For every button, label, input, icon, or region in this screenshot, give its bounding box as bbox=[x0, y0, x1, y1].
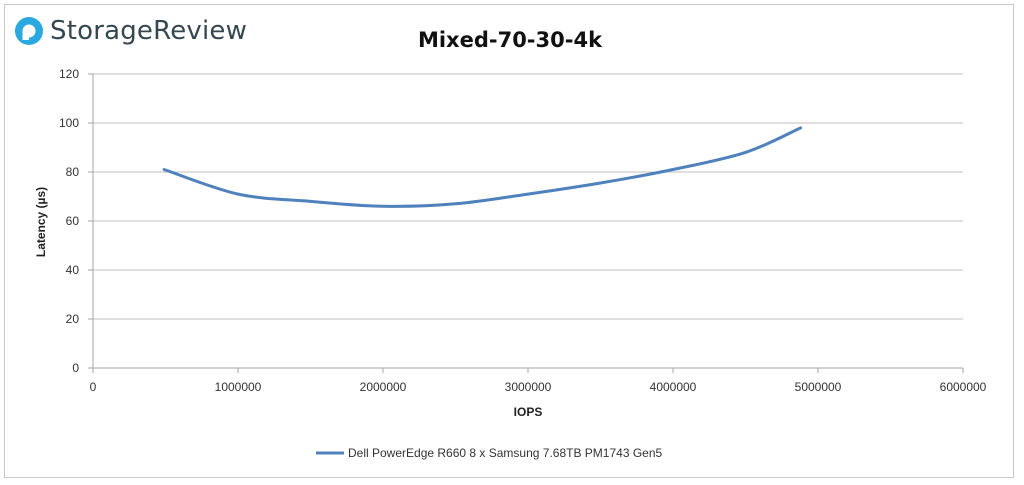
series-group bbox=[162, 126, 803, 208]
legend-label: Dell PowerEdge R660 8 x Samsung 7.68TB P… bbox=[348, 446, 663, 460]
y-tick-label: 100 bbox=[59, 116, 79, 130]
y-tick-label: 0 bbox=[72, 361, 79, 375]
x-tick-label: 5000000 bbox=[795, 380, 842, 394]
x-tick-label: 6000000 bbox=[940, 380, 987, 394]
y-tick-label: 80 bbox=[66, 165, 80, 179]
chart-title: Mixed-70-30-4k bbox=[418, 28, 603, 52]
series-line-0 bbox=[162, 126, 803, 208]
y-tick-label: 40 bbox=[66, 263, 80, 277]
x-axis-ticks: 0 1000000 2000000 3000000 4000000 5000000 6000… bbox=[90, 380, 987, 394]
x-tick-label: 1000000 bbox=[215, 380, 262, 394]
brand-logo: StorageReview bbox=[14, 13, 247, 49]
legend: Dell PowerEdge R660 8 x Samsung 7.68TB P… bbox=[316, 446, 663, 460]
x-tick-label: 4000000 bbox=[650, 380, 697, 394]
x-tick-label: 2000000 bbox=[360, 380, 407, 394]
y-axis-ticks: 0 20 40 60 80 100 120 bbox=[59, 67, 79, 375]
y-tick-label: 120 bbox=[59, 67, 79, 81]
x-tick-label: 0 bbox=[90, 380, 97, 394]
grid-lines bbox=[88, 73, 964, 373]
chart-frame bbox=[4, 4, 1014, 478]
storagereview-logo-icon bbox=[15, 17, 43, 45]
y-axis-title: Latency (µs) bbox=[34, 187, 48, 257]
x-tick-label: 3000000 bbox=[505, 380, 552, 394]
y-tick-label: 20 bbox=[66, 312, 80, 326]
y-tick-label: 60 bbox=[66, 214, 80, 228]
x-axis-title: IOPS bbox=[514, 405, 543, 419]
brand-name: StorageReview bbox=[50, 16, 248, 46]
